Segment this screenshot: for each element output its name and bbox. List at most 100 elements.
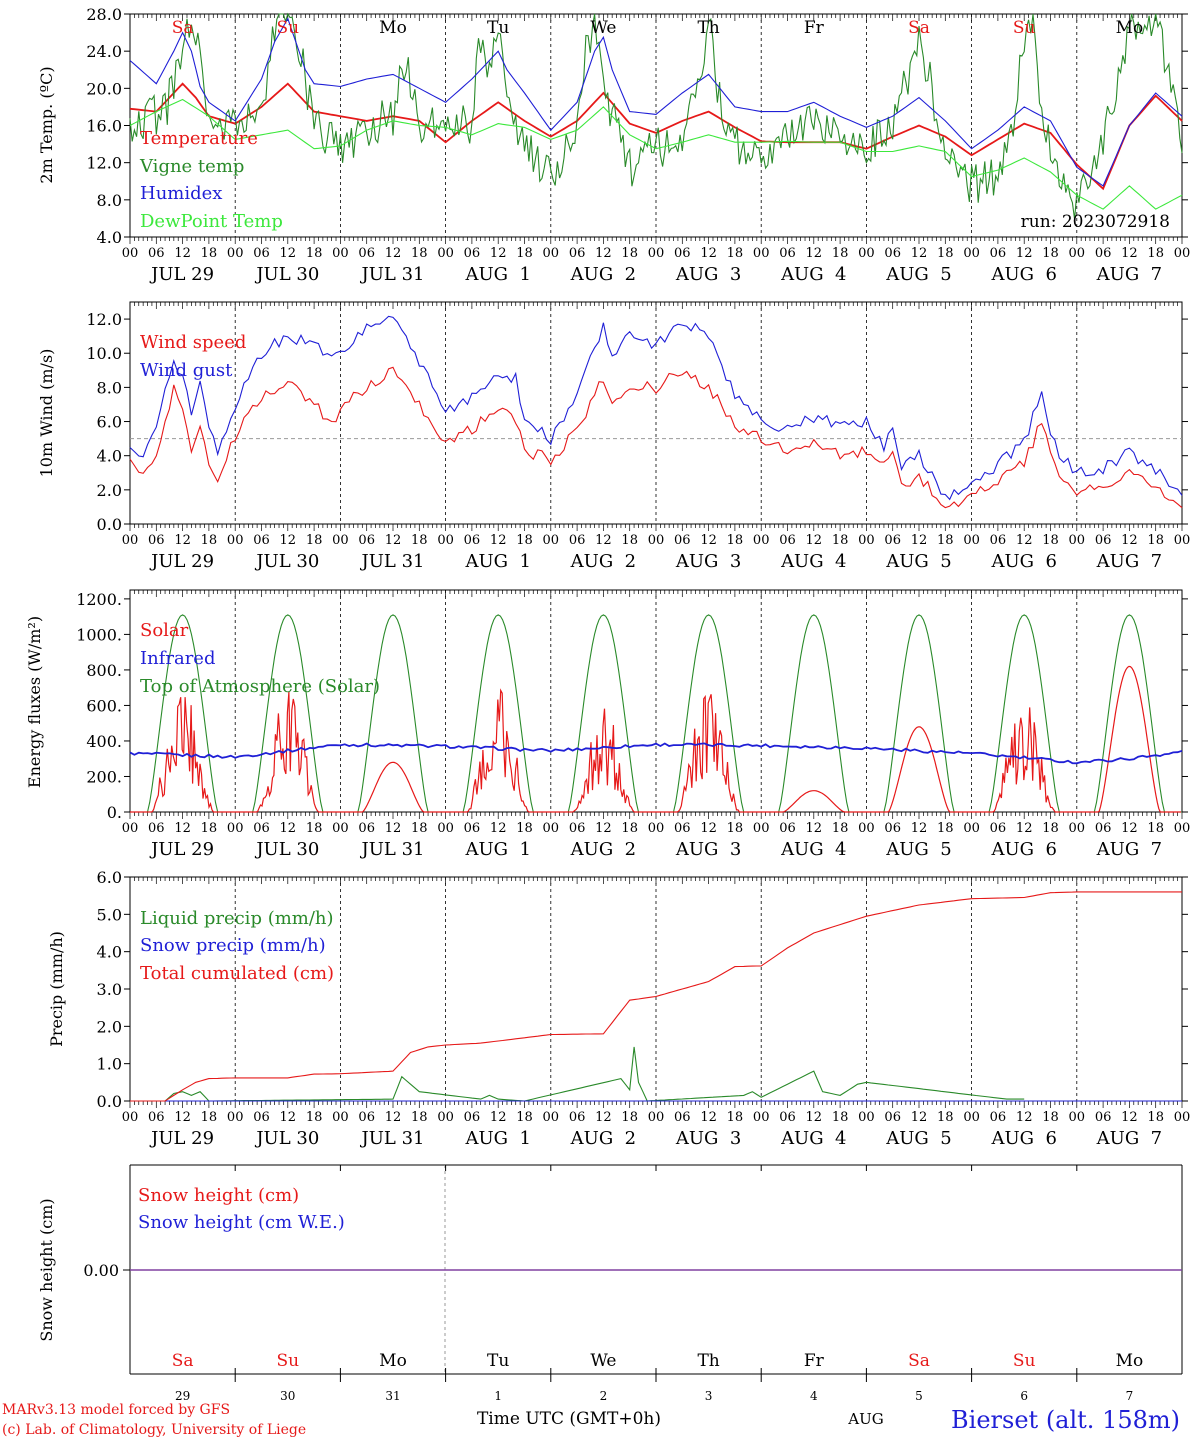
day-tick-label: AUG 7 [1096, 1128, 1162, 1149]
hour-tick-label: 00 [753, 821, 770, 836]
hour-tick-label: 12 [1016, 821, 1033, 836]
day-tick-label: AUG 3 [675, 264, 741, 285]
hour-tick-label: 06 [884, 1110, 901, 1125]
hour-tick-label: 00 [753, 246, 770, 261]
wind-grid [234, 302, 1078, 524]
snow-ytick-label: 0.00 [83, 1261, 119, 1280]
hour-tick-label: 06 [464, 1110, 481, 1125]
legend-dewpoint-temp: DewPoint Temp [140, 211, 283, 232]
hour-tick-label: 00 [543, 533, 560, 548]
hour-tick-label: 06 [148, 246, 165, 261]
snow-weekday-label: Sa [172, 1351, 194, 1371]
hour-tick-label: 12 [806, 821, 823, 836]
wind-panel: 0.0 2.0 4.0 6.0 8.0 10.0 12.0 10m Wind (m/s) W… [37, 301, 1191, 572]
weekday-label: Tu [487, 18, 509, 38]
legend-temperature: Temperature [140, 128, 258, 149]
hour-tick-label: 06 [674, 533, 691, 548]
day-tick-label: AUG 7 [1096, 839, 1162, 860]
y-tick-label: 12.0 [86, 310, 122, 329]
temperature-weekday-labels: Sa Su Mo Tu We Th Fr Sa Su Mo [172, 18, 1144, 38]
hour-tick-label: 18 [937, 246, 954, 261]
hour-tick-label: 12 [385, 1110, 402, 1125]
hour-tick-label: 00 [1174, 246, 1191, 261]
legend-vigne-temp: Vigne temp [139, 156, 244, 177]
day-tick-label: AUG 7 [1096, 551, 1162, 572]
hour-tick-label: 12 [174, 246, 191, 261]
y-tick-label: 0.0 [97, 515, 122, 534]
hour-tick-label: 12 [911, 246, 928, 261]
y-tick-label: 16.0 [86, 117, 122, 136]
credit-model: MARv3.13 model forced by GFS [2, 1402, 230, 1418]
hour-tick-label: 12 [385, 246, 402, 261]
snow-day-number: 6 [1020, 1389, 1028, 1403]
hour-tick-label: 12 [280, 1110, 297, 1125]
day-tick-label: AUG 7 [1096, 264, 1162, 285]
weekday-label: Su [1013, 18, 1036, 38]
hour-tick-label: 12 [1121, 821, 1138, 836]
hour-tick-label: 00 [648, 246, 665, 261]
hour-tick-label: 12 [1121, 1110, 1138, 1125]
snow-weekday-label: Su [1013, 1351, 1036, 1371]
hour-tick-label: 00 [963, 821, 980, 836]
hour-tick-label: 18 [727, 821, 744, 836]
hour-tick-label: 18 [937, 1110, 954, 1125]
snow-day-number: 1 [494, 1389, 502, 1403]
hour-tick-label: 18 [727, 246, 744, 261]
hour-tick-label: 18 [411, 1110, 428, 1125]
precip-ticks: 0.0 1.0 2.0 3.0 4.0 5.0 6.0 [97, 868, 1188, 1111]
hour-tick-label: 18 [727, 1110, 744, 1125]
day-tick-label: AUG 3 [675, 551, 741, 572]
day-tick-label: AUG 1 [464, 1128, 530, 1149]
day-tick-label: AUG 4 [780, 264, 846, 285]
temperature-ticks: 4.0 8.0 12.0 16.0 20.0 24.0 28.0 [86, 5, 1188, 247]
hour-tick-label: 12 [911, 821, 928, 836]
footer: MARv3.13 model forced by GFS (c) Lab. of… [2, 1402, 1180, 1438]
hour-tick-label: 18 [201, 821, 218, 836]
hour-tick-label: 06 [779, 1110, 796, 1125]
hour-tick-label: 06 [1095, 1110, 1112, 1125]
snow-day-numbers: 29 30 31 1 2 3 4 5 6 7 [175, 1389, 1133, 1403]
hour-tick-label: 12 [595, 821, 612, 836]
hour-tick-label: 18 [1042, 533, 1059, 548]
snow-panel: 0.00 Snow height (cm) Snow height (cm) S… [37, 1164, 1183, 1403]
hour-tick-label: 00 [858, 246, 875, 261]
wind-y-axis-label: 10m Wind (m/s) [37, 349, 56, 478]
snow-weekday-label: Mo [379, 1351, 407, 1371]
snow-day-number: 4 [810, 1389, 818, 1403]
hour-tick-label: 18 [516, 1110, 533, 1125]
hour-tick-label: 00 [858, 1110, 875, 1125]
hour-tick-label: 12 [700, 821, 717, 836]
snow-weekday-label: Sa [908, 1351, 930, 1371]
run-label: run: 2023072918 [1021, 212, 1170, 232]
day-tick-label: AUG 2 [570, 1128, 636, 1149]
solar-series [130, 665, 1182, 813]
series-line-wind-speed [129, 366, 1183, 509]
day-tick-label: JUL 30 [254, 839, 319, 860]
day-tick-label: JUL 31 [360, 839, 425, 860]
weekday-label: Su [276, 18, 299, 38]
y-tick-label: 4.0 [97, 447, 122, 466]
hour-tick-label: 00 [1069, 821, 1086, 836]
hour-tick-label: 12 [174, 533, 191, 548]
hour-tick-label: 18 [1042, 246, 1059, 261]
day-tick-label: JUL 30 [254, 551, 319, 572]
hour-tick-label: 06 [253, 533, 270, 548]
weekday-label: Sa [908, 18, 930, 38]
y-tick-label: 4.0 [97, 943, 122, 962]
precip-y-axis-label: Precip (mm/h) [47, 931, 66, 1047]
hour-tick-label: 18 [1042, 821, 1059, 836]
energy-panel: 0. 200. 400. 600. 800. 1000. 1200. Energy flux… [25, 589, 1191, 860]
station-label: Bierset (alt. 158m) [951, 1406, 1180, 1434]
y-tick-label: 5.0 [97, 905, 122, 924]
hour-tick-label: 06 [569, 533, 586, 548]
hour-tick-label: 12 [1016, 246, 1033, 261]
snow-y-axis-label: Snow height (cm) [37, 1198, 56, 1341]
hour-tick-label: 00 [1069, 1110, 1086, 1125]
energy-x-axis: 00 06 12 18 00 06 12 18 00 06 12 18 00 06 12 18 00 06 12 18… [122, 821, 1191, 860]
day-tick-label: AUG 5 [885, 839, 951, 860]
hour-tick-label: 00 [1174, 533, 1191, 548]
y-tick-label: 1.0 [97, 1055, 122, 1074]
hour-tick-label: 12 [280, 246, 297, 261]
temperature-series [129, 12, 1183, 220]
hour-tick-label: 12 [1121, 533, 1138, 548]
